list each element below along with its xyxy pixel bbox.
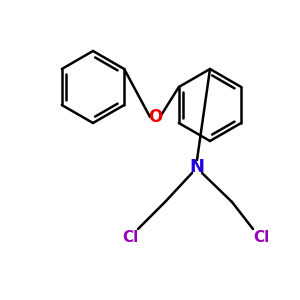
Text: Cl: Cl xyxy=(253,230,269,244)
Text: N: N xyxy=(190,158,205,176)
Text: O: O xyxy=(148,108,162,126)
Text: Cl: Cl xyxy=(122,230,138,244)
